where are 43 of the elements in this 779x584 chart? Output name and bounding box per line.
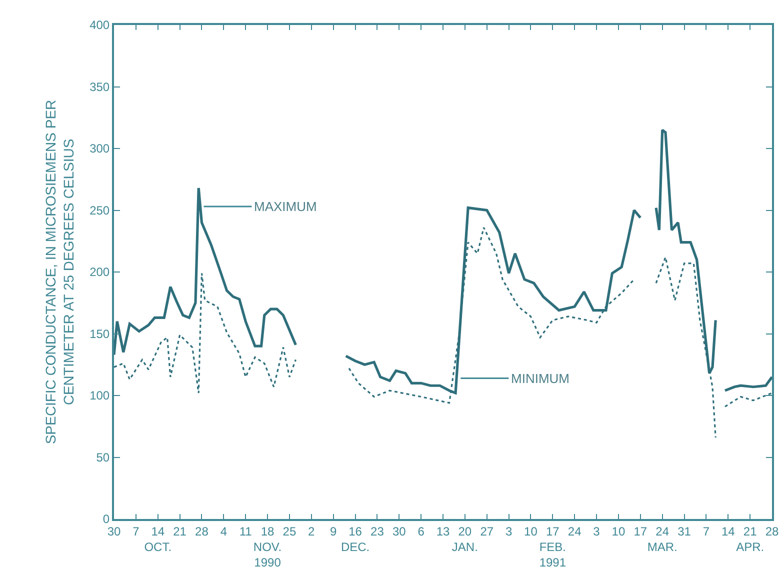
x-tick-label: 3 (505, 524, 512, 538)
x-tick-label: 24 (568, 524, 582, 538)
x-tick-label: 7 (702, 524, 710, 538)
y-tick-label: 200 (90, 265, 110, 280)
x-tick-label: 30 (107, 524, 121, 538)
x-tick-label: 21 APR. (736, 524, 764, 554)
x-tick-label: 7 (132, 524, 140, 538)
y-tick-label: 300 (90, 142, 110, 156)
x-tick-label: 17 FEB. 1991 (539, 524, 566, 570)
x-tick-label: 4 (220, 524, 228, 538)
x-tick-label: 10 (524, 524, 538, 538)
x-tick-label: 27 (480, 524, 494, 538)
x-tick-label: 2 (308, 524, 316, 538)
x-tick-label: 3 (593, 524, 600, 538)
x-tick-label: 23 (370, 524, 384, 538)
x-tick-label: 6 (418, 524, 425, 538)
x-tick-label: 20 JAN. (452, 524, 478, 554)
y-tick-label: 100 (90, 388, 110, 403)
y-tick-label: 50 (96, 450, 110, 464)
y-tick-label: 350 (90, 80, 110, 94)
y-tick-label: 400 (90, 18, 110, 32)
x-tick-label: 9 (330, 524, 337, 538)
x-tick-label: 13 (436, 524, 450, 538)
x-tick-label: 18 NOV. 1990 (253, 524, 282, 570)
x-tick-label: 28 (195, 524, 209, 538)
y-tick-label: 0 (102, 512, 110, 526)
y-axis-title: SPECIFIC CONDUCTANCE, IN MICROSIEMENS PER CENTIMETER AT 25 DEGREES CELSIUS (42, 100, 77, 444)
x-tick-label: 14 (721, 524, 736, 538)
x-tick-label: 31 (678, 524, 692, 538)
x-tick-label: 14 OCT. (144, 524, 172, 554)
annotation: MINIMUM (511, 371, 570, 386)
x-tick-label: 17 (634, 524, 648, 538)
x-tick-label: 30 (392, 524, 406, 538)
x-tick-label: 21 (173, 524, 187, 538)
x-tick-label: 11 (239, 524, 252, 538)
annotation: MAXIMUM (254, 199, 317, 214)
x-tick-label: 28 (765, 524, 779, 538)
y-tick-label: 250 (90, 203, 110, 218)
y-tick-label: 150 (90, 326, 110, 341)
x-tick-label: 24 MAR. (647, 524, 678, 554)
x-tick-label: 25 (282, 524, 296, 538)
x-tick-label: 10 (612, 524, 626, 538)
x-tick-label: 16 DEC. (340, 524, 370, 554)
